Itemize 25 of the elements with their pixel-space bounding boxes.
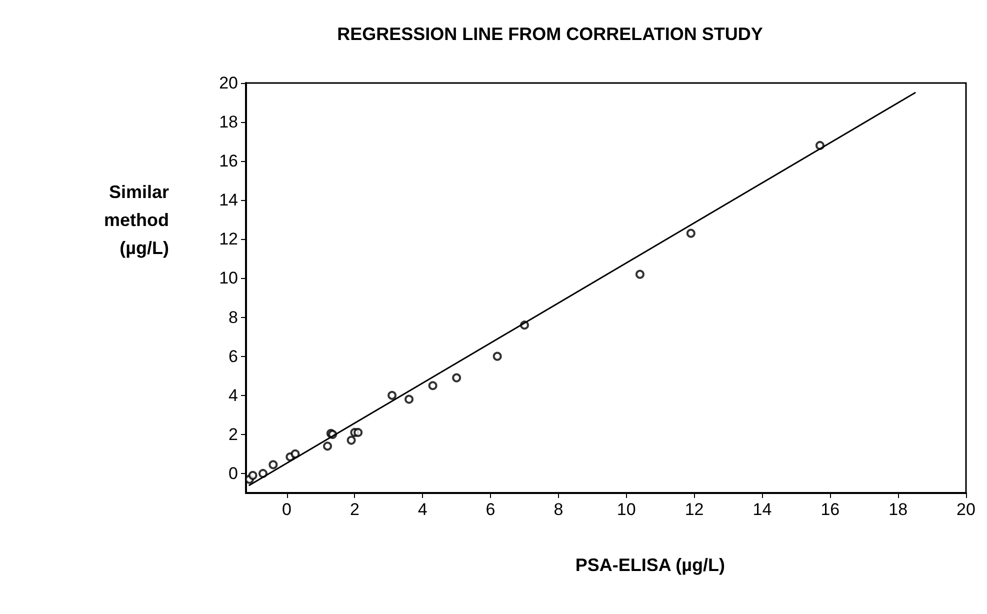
chart-title: REGRESSION LINE FROM CORRELATION STUDY [337, 24, 763, 44]
x-tick-label: 8 [554, 500, 564, 519]
x-tick-label: 12 [684, 500, 704, 519]
y-tick-label: 12 [219, 230, 238, 249]
y-tick-label: 4 [228, 386, 238, 405]
x-tick-label: 14 [752, 500, 772, 519]
y-tick-label: 16 [219, 152, 238, 171]
y-axis-title: Similar method (µg/L) [104, 182, 169, 258]
y-tick-label: 8 [228, 308, 238, 327]
x-tick-label: 2 [350, 500, 360, 519]
y-tick-label: 0 [228, 464, 238, 483]
y-tick-label: 18 [219, 112, 238, 132]
x-tick-label: 16 [820, 500, 840, 519]
x-tick-label: 20 [956, 500, 976, 519]
x-tick-label: 4 [418, 500, 428, 519]
y-tick-label: 20 [219, 74, 238, 92]
x-tick-label: 6 [486, 500, 496, 519]
x-tick-label: 0 [282, 500, 292, 519]
y-tick-label: 14 [219, 190, 238, 210]
y-tick-label: 6 [228, 346, 238, 366]
y-tick-label: 10 [219, 268, 238, 288]
x-axis-title: PSA-ELISA (µg/L) [575, 555, 726, 575]
x-tick-label: 10 [616, 500, 636, 519]
y-tick-label: 2 [228, 424, 238, 444]
x-tick-label: 18 [888, 500, 908, 519]
